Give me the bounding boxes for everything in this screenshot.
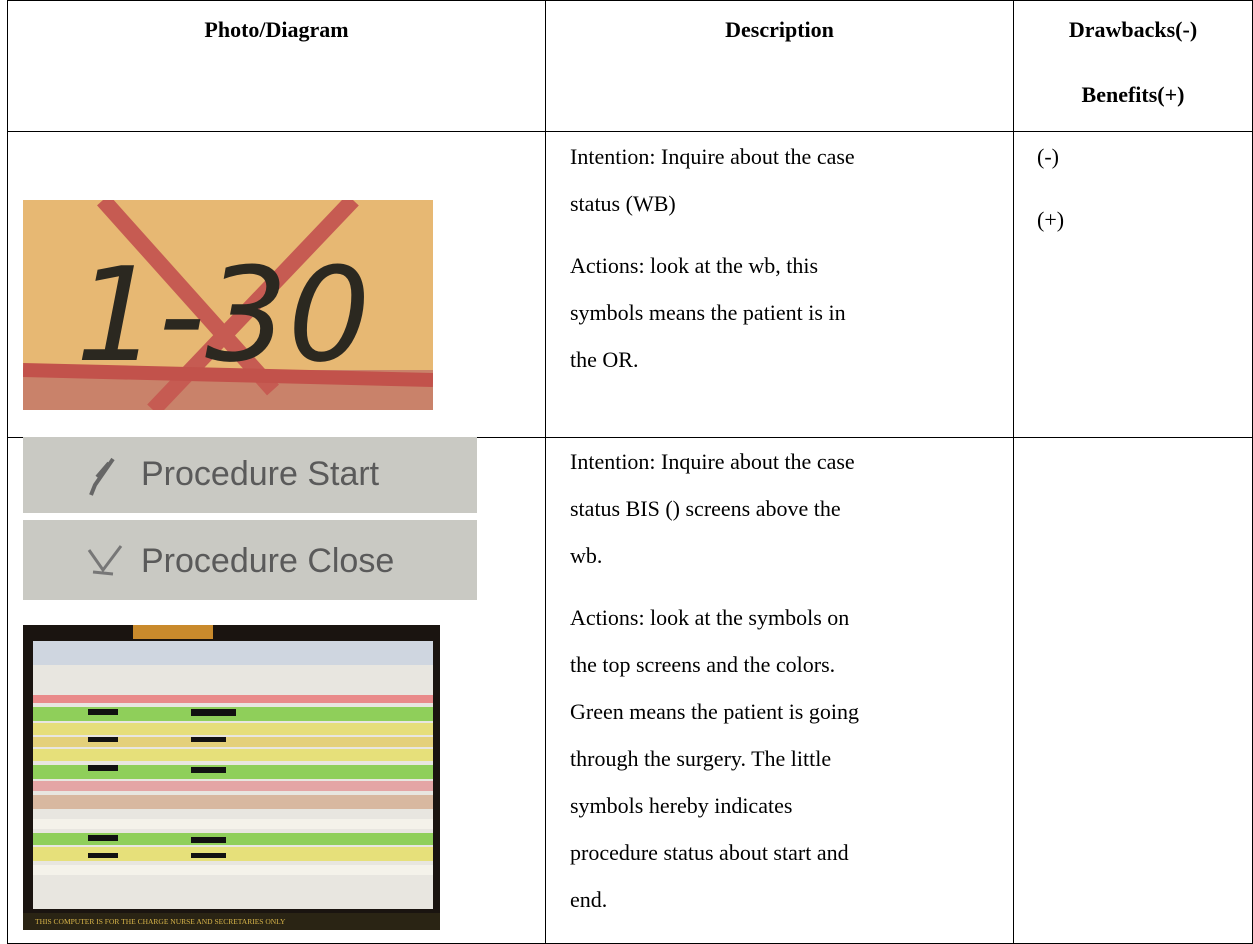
whiteboard-photo: 1-30: [23, 200, 433, 410]
text-line: Intention: Inquire about the case: [570, 144, 855, 169]
text-line: wb.: [570, 543, 603, 568]
procedure-start-photo: Procedure Start: [23, 437, 477, 513]
header-cell: Photo/Diagram: [204, 17, 349, 42]
label: Procedure Close: [141, 542, 395, 580]
text-line: through the surgery. The little: [570, 746, 832, 771]
rule: [7, 131, 1253, 132]
text-line: end.: [570, 887, 608, 912]
header-cell: Drawbacks(-): [1068, 17, 1198, 42]
paragraph: Actions: look at the symbols on the top s…: [570, 594, 1010, 923]
text-line: Intention: Inquire about the case: [570, 449, 855, 474]
handwriting: 1-30: [75, 239, 370, 391]
rule: [7, 0, 1253, 1]
description: Intention: Inquire about the case status …: [570, 133, 1010, 398]
text-line: status (WB): [570, 191, 676, 216]
text-line: Actions: look at the wb, this: [570, 253, 819, 278]
red-line: [23, 363, 433, 387]
procedure-close-photo: Procedure Close: [23, 520, 477, 600]
description: Intention: Inquire about the case status …: [570, 438, 1010, 938]
text-line: procedure status about start and: [570, 840, 849, 865]
text-line: status BIS () screens above the: [570, 496, 841, 521]
header-cell: Benefits(+): [1081, 82, 1185, 107]
rule: [7, 0, 8, 944]
notes: (-) (+): [1037, 133, 1064, 259]
note: (-): [1037, 144, 1059, 169]
icon: [87, 545, 123, 576]
header-cell: Description: [725, 17, 834, 42]
x-stroke: [97, 200, 279, 396]
paragraph: Actions: look at the wb, this symbols mea…: [570, 242, 1010, 383]
text-line: the top screens and the colors.: [570, 652, 836, 677]
text-line: Actions: look at the symbols on: [570, 605, 850, 630]
rule: [545, 0, 546, 944]
label: Procedure Start: [141, 455, 380, 493]
paragraph: Intention: Inquire about the case status …: [570, 438, 1010, 579]
text-line: symbols hereby indicates: [570, 793, 793, 818]
rule: [1013, 0, 1014, 944]
text-line: Green means the patient is going: [570, 699, 859, 724]
paragraph: Intention: Inquire about the case status …: [570, 133, 1010, 227]
note: (+): [1037, 207, 1065, 232]
banner: THIS COMPUTER IS FOR THE CHARGE NURSE AN…: [35, 917, 286, 926]
rule: [7, 437, 1253, 438]
text-line: symbols means the patient is in: [570, 300, 846, 325]
text-line: the OR.: [570, 347, 639, 372]
icon: [89, 457, 115, 496]
screen-photo: THIS COMPUTER IS FOR THE CHARGE NURSE AN…: [23, 625, 440, 930]
